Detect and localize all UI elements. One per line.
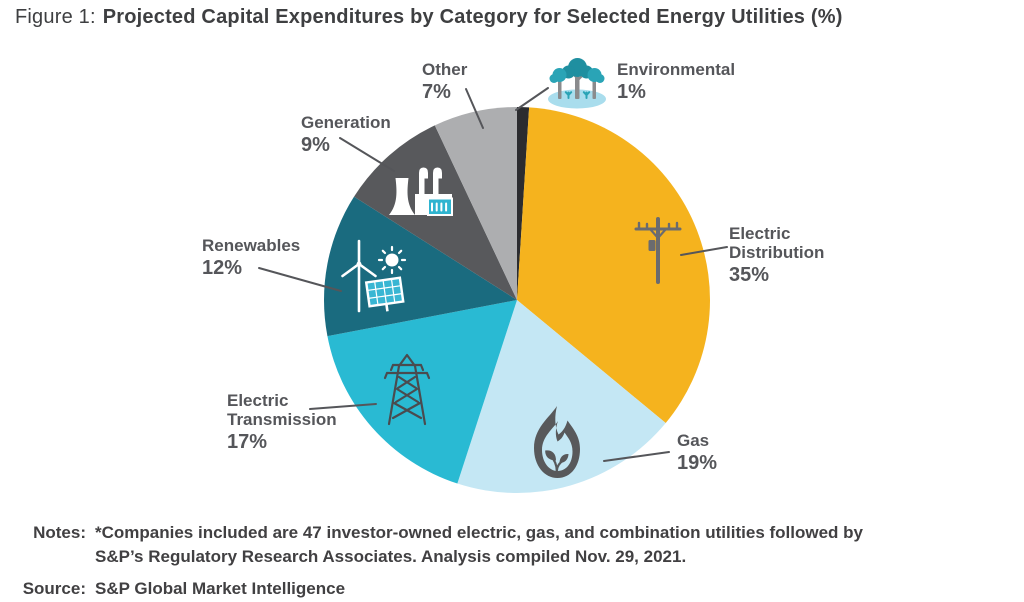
label-electric-transmission: Electric Transmission 17% — [227, 391, 359, 454]
label-electric-distribution: Electric Distribution 35% — [729, 224, 849, 287]
transmission-tower-icon — [383, 353, 431, 426]
leader-line-gas — [603, 451, 670, 462]
label-other-name: Other — [422, 60, 468, 79]
label-generation: Generation 9% — [301, 113, 391, 157]
leader-line-other — [465, 88, 484, 129]
solar-panel-icon — [364, 276, 405, 312]
figure-title-text: Projected Capital Expenditures by Catego… — [102, 6, 843, 28]
gas-flame-leaf-icon — [534, 406, 580, 478]
figure-title: Figure 1: Projected Capital Expenditures … — [15, 6, 843, 29]
sun-icon — [377, 245, 407, 275]
label-electric-transmission-name: Electric Transmission — [227, 391, 337, 430]
pie-slice-other — [434, 107, 517, 300]
leader-line-generation — [339, 137, 395, 172]
figure-number: Figure 1: — [15, 6, 96, 28]
label-environmental-pct: 1% — [617, 81, 646, 104]
source: Source: S&P Global Market Intelligence — [16, 577, 345, 601]
utility-pole-icon — [634, 217, 682, 284]
label-other-pct: 7% — [422, 81, 451, 104]
label-gas: Gas 19% — [677, 431, 717, 475]
leader-lines — [258, 87, 728, 462]
pie-slice-electric-distribution — [517, 107, 710, 424]
notes-label: Notes: — [33, 523, 86, 542]
label-renewables-pct: 12% — [202, 257, 243, 280]
notes-line-2: S&P’s Regulatory Research Associates. An… — [95, 547, 687, 566]
notes-line-1: *Companies included are 47 investor-owne… — [95, 523, 863, 542]
leader-line-electric-distribution — [680, 246, 728, 256]
label-generation-pct: 9% — [301, 134, 330, 157]
pie-slice-electric-transmission — [327, 300, 517, 484]
notes: Notes: *Companies included are 47 invest… — [16, 521, 863, 569]
source-label: Source: — [22, 579, 86, 598]
label-renewables: Renewables 12% — [202, 236, 300, 280]
cooling-tower — [389, 178, 415, 215]
notes-text: *Companies included are 47 investor-owne… — [95, 521, 863, 569]
power-plant-icon — [389, 167, 453, 216]
label-electric-distribution-pct: 35% — [729, 264, 770, 287]
label-electric-transmission-pct: 17% — [227, 431, 268, 454]
pie-slice-environmental — [517, 107, 530, 300]
leader-line-electric-transmission — [309, 403, 377, 410]
label-generation-name: Generation — [301, 113, 391, 132]
label-gas-pct: 19% — [677, 452, 718, 475]
label-gas-name: Gas — [677, 431, 710, 450]
renewables-icons — [341, 239, 407, 313]
label-renewables-name: Renewables — [202, 236, 301, 255]
label-other: Other 7% — [422, 60, 467, 104]
source-line: S&P Global Market Intelligence — [95, 579, 346, 598]
label-electric-distribution-name: Electric Distribution — [729, 224, 825, 263]
pie-slice-gas — [457, 300, 666, 493]
wind-turbine-icon — [341, 239, 377, 313]
leader-line-environmental — [515, 87, 549, 111]
label-environmental: Environmental 1% — [617, 60, 735, 104]
source-text: S&P Global Market Intelligence — [95, 577, 345, 601]
label-environmental-name: Environmental — [617, 60, 736, 79]
leader-line-renewables — [258, 267, 342, 292]
environmental-trees-icon — [548, 58, 606, 109]
